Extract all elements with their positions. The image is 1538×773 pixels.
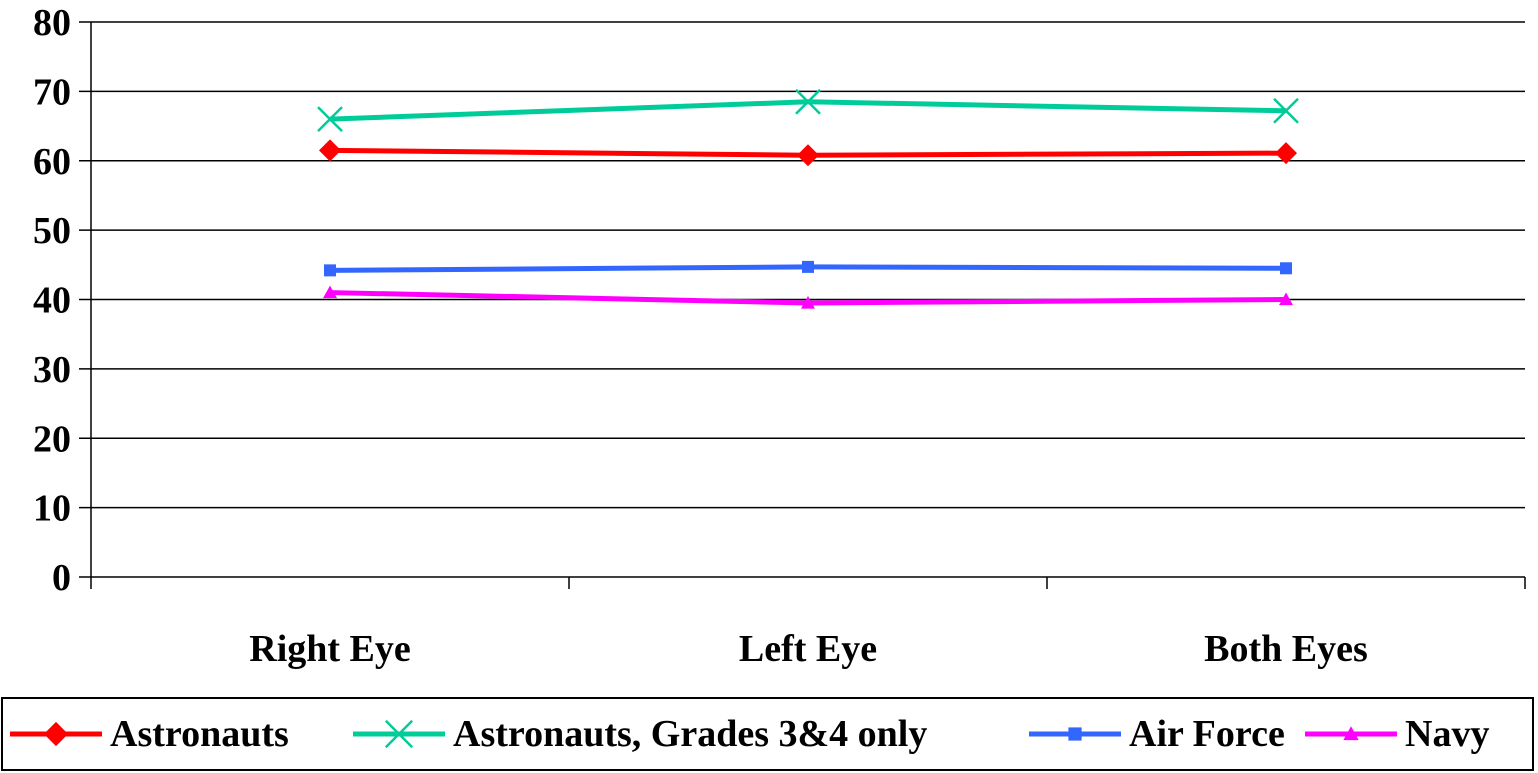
x-category-label: Both Eyes: [1204, 628, 1368, 670]
y-tick-label: 10: [33, 488, 71, 530]
legend-box: [1, 697, 1534, 771]
legend-label: Navy: [1405, 713, 1489, 755]
y-tick-label: 40: [33, 280, 71, 322]
x-category-labels: Right Eye Left Eye Both Eyes: [249, 628, 1368, 670]
data-point-series-4: [1279, 292, 1293, 306]
data-point-series-1: [797, 144, 819, 167]
legend-entry: Air Force: [1029, 713, 1285, 755]
legend-entry: Astronauts: [10, 713, 289, 755]
legend-marker: [1068, 727, 1082, 741]
data-point-series-2: [795, 88, 821, 115]
data-point-series-1: [1275, 142, 1297, 165]
legend-marker: [384, 719, 414, 749]
data-point-series-3: [324, 264, 336, 277]
y-tick-labels: 0 10 20 30 40 50 60 70 80: [33, 2, 71, 599]
y-tick-label: 60: [33, 141, 71, 183]
y-tick-label: 30: [33, 349, 71, 391]
data-point-series-3: [802, 260, 814, 273]
legend-label: Astronauts: [110, 713, 289, 755]
series-line-2: [329, 99, 1287, 122]
legend: Astronauts Astronauts, Grades 3&4 only Air…: [1, 697, 1534, 771]
y-tick-label: 0: [52, 557, 71, 599]
legend-label: Astronauts, Grades 3&4 only: [453, 713, 927, 755]
data-point-series-4: [801, 295, 815, 309]
y-tick-label: 80: [33, 2, 71, 44]
axes: [79, 21, 1526, 589]
y-tick-label: 70: [33, 71, 71, 113]
y-tick-label: 20: [33, 418, 71, 460]
legend-entry: Navy: [1305, 713, 1489, 755]
x-category-label: Right Eye: [249, 628, 411, 670]
legend-marker: [43, 721, 69, 747]
data-point-series-1: [319, 139, 341, 162]
data-point-series-4: [323, 285, 337, 299]
data-point-series-2: [317, 106, 343, 133]
legend-label: Air Force: [1129, 713, 1285, 755]
series-markers: [317, 88, 1299, 309]
x-category-label: Left Eye: [739, 628, 877, 670]
legend-entry: Astronauts, Grades 3&4 only: [353, 713, 927, 755]
y-tick-label: 50: [33, 210, 71, 252]
data-point-series-2: [1273, 97, 1299, 124]
legend-marker: [1343, 726, 1359, 741]
data-point-series-3: [1280, 262, 1292, 275]
